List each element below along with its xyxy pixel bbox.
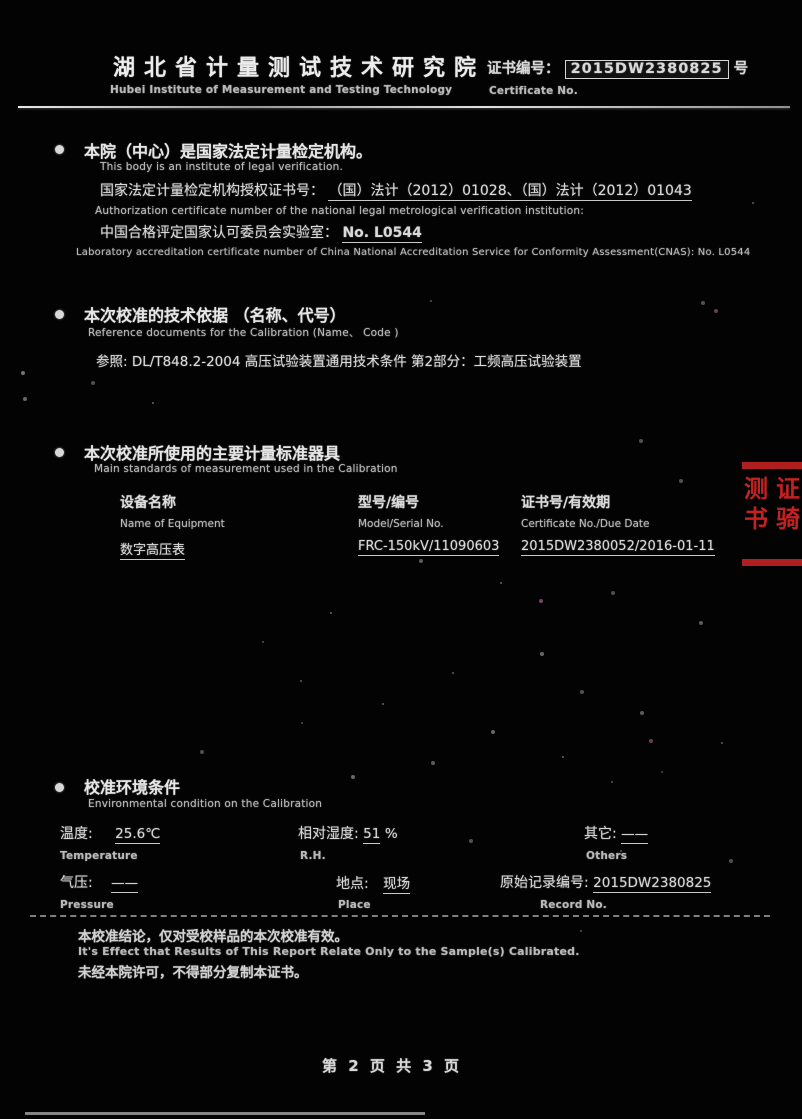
place-label: 地点: (336, 876, 369, 892)
certificate-number-line: 证书编号： 2015DW2380825 号 (487, 57, 749, 79)
bullet-icon (55, 783, 64, 792)
record-number-label: 原始记录编号: (500, 875, 589, 891)
note-copy-cn: 未经本院许可，不得部分复制本证书。 (78, 965, 308, 981)
institute-title: 湖北省计量测试技术研究院 (113, 56, 486, 81)
cnas-value: No. L0544 (342, 225, 422, 243)
seal-bottom-bar (742, 559, 802, 566)
institute-title-en: Hubei Institute of Measurement and Testi… (110, 84, 453, 96)
temperature-label-en: Temperature (60, 850, 138, 862)
humidity-field: 相对湿度: 51 % (298, 823, 398, 844)
reference-section-title: 本次校准的技术依据 （名称、代号） (84, 306, 346, 325)
certificate-number-label: 证书编号： (487, 61, 560, 77)
col-header-equipment: 设备名称 (120, 495, 176, 511)
note-validity-en: It's Effect that Results of This Report … (78, 945, 580, 958)
humidity-unit: % (384, 826, 398, 842)
col-header-equipment-en: Name of Equipment (120, 518, 225, 530)
pressure-value: —— (111, 875, 139, 893)
bullet-icon (55, 310, 64, 319)
col-header-certificate: 证书号/有效期 (521, 495, 611, 511)
environment-divider (30, 915, 770, 917)
environment-section-title-en: Environmental condition on the Calibrati… (88, 798, 323, 810)
record-number-label-en: Record No. (540, 899, 607, 911)
pressure-label-en: Pressure (60, 899, 114, 911)
header-divider (18, 106, 790, 108)
reference-line: 参照: DL/T848.2-2004 高压试验装置通用技术条件 第2部分：工频高… (96, 350, 582, 370)
certificate-due-value: 2015DW2380052/2016-01-11 (521, 539, 715, 556)
reference-section-title-en: Reference documents for the Calibration … (88, 327, 399, 339)
certificate-number-value: 2015DW2380825 (564, 60, 729, 79)
seal-top-bar (742, 462, 802, 469)
reference-label: 参照: (96, 354, 128, 370)
standards-section-title-en: Main standards of measurement used in th… (94, 463, 398, 475)
others-label-en: Others (586, 850, 628, 862)
cnas-label: 中国合格评定国家认可委员会实验室： (100, 225, 338, 241)
humidity-label: 相对湿度: (298, 826, 359, 842)
legal-section-title-en: This body is an institute of legal verif… (100, 161, 343, 173)
others-label: 其它: (584, 826, 617, 842)
standards-section-title: 本次校准所使用的主要计量标准器具 (84, 444, 341, 463)
seal-char: 骑 (776, 505, 800, 533)
bullet-icon (55, 145, 64, 154)
bullet-icon (55, 448, 64, 457)
place-label-en: Place (338, 899, 371, 911)
equipment-name-value: 数字高压表 (120, 539, 186, 560)
col-header-model: 型号/编号 (358, 495, 420, 511)
record-number-field: 原始记录编号: 2015DW2380825 (500, 872, 712, 893)
pressure-field: 气压: —— (60, 872, 139, 893)
standards-col-model: 型号/编号 Model/Serial No. FRC-150kV/1109060… (358, 492, 500, 556)
authorization-value: （国）法计（2012）01028、（国）法计（2012）01043 (328, 183, 692, 201)
standards-col-certificate: 证书号/有效期 Certificate No./Due Date 2015DW2… (521, 492, 715, 556)
red-seal-stamp: 测 证 书 骑 (742, 462, 802, 566)
record-number-value: 2015DW2380825 (593, 875, 712, 893)
temperature-value: 25.6℃ (115, 826, 161, 844)
others-field: 其它: —— (584, 823, 649, 844)
certificate-number-label-en: Certificate No. (489, 85, 578, 97)
humidity-value: 51 (363, 826, 381, 844)
seal-char: 证 (776, 475, 800, 503)
temperature-field: 温度: 25.6℃ (60, 823, 161, 844)
environment-section-title: 校准环境条件 (84, 778, 181, 797)
seal-char: 测 (744, 475, 768, 503)
seal-char: 书 (744, 505, 768, 533)
place-value: 现场 (383, 876, 411, 894)
certificate-number-suffix: 号 (733, 61, 749, 77)
page-number: 第 2 页 共 3 页 (322, 1057, 462, 1075)
humidity-label-en: R.H. (300, 850, 326, 862)
pressure-label: 气压: (60, 875, 93, 891)
standards-col-equipment: 设备名称 Name of Equipment 数字高压表 (120, 492, 225, 560)
authorization-line-en: Authorization certificate number of the … (95, 205, 584, 217)
model-serial-value: FRC-150kV/11090603 (358, 539, 500, 556)
legal-section-title: 本院（中心）是国家法定计量检定机构。 (84, 142, 373, 161)
place-field: 地点: 现场 (336, 872, 411, 894)
col-header-certificate-en: Certificate No./Due Date (521, 518, 650, 530)
note-validity-cn: 本校准结论，仅对受校样品的本次校准有效。 (78, 929, 348, 945)
bottom-scan-edge (25, 1112, 425, 1115)
scan-noise-pink (0, 0, 2, 2)
cnas-line: 中国合格评定国家认可委员会实验室： No. L0544 (100, 222, 422, 243)
temperature-label: 温度: (60, 826, 93, 842)
col-header-model-en: Model/Serial No. (358, 518, 444, 530)
others-value: —— (621, 826, 649, 844)
authorization-label: 国家法定计量检定机构授权证书号： (100, 183, 324, 199)
reference-text: DL/T848.2-2004 高压试验装置通用技术条件 第2部分：工频高压试验装… (131, 354, 582, 370)
seal-characters: 测 证 书 骑 (744, 476, 802, 532)
authorization-line: 国家法定计量检定机构授权证书号： （国）法计（2012）01028、（国）法计（… (100, 180, 692, 201)
cnas-line-en: Laboratory accreditation certificate num… (76, 247, 751, 258)
